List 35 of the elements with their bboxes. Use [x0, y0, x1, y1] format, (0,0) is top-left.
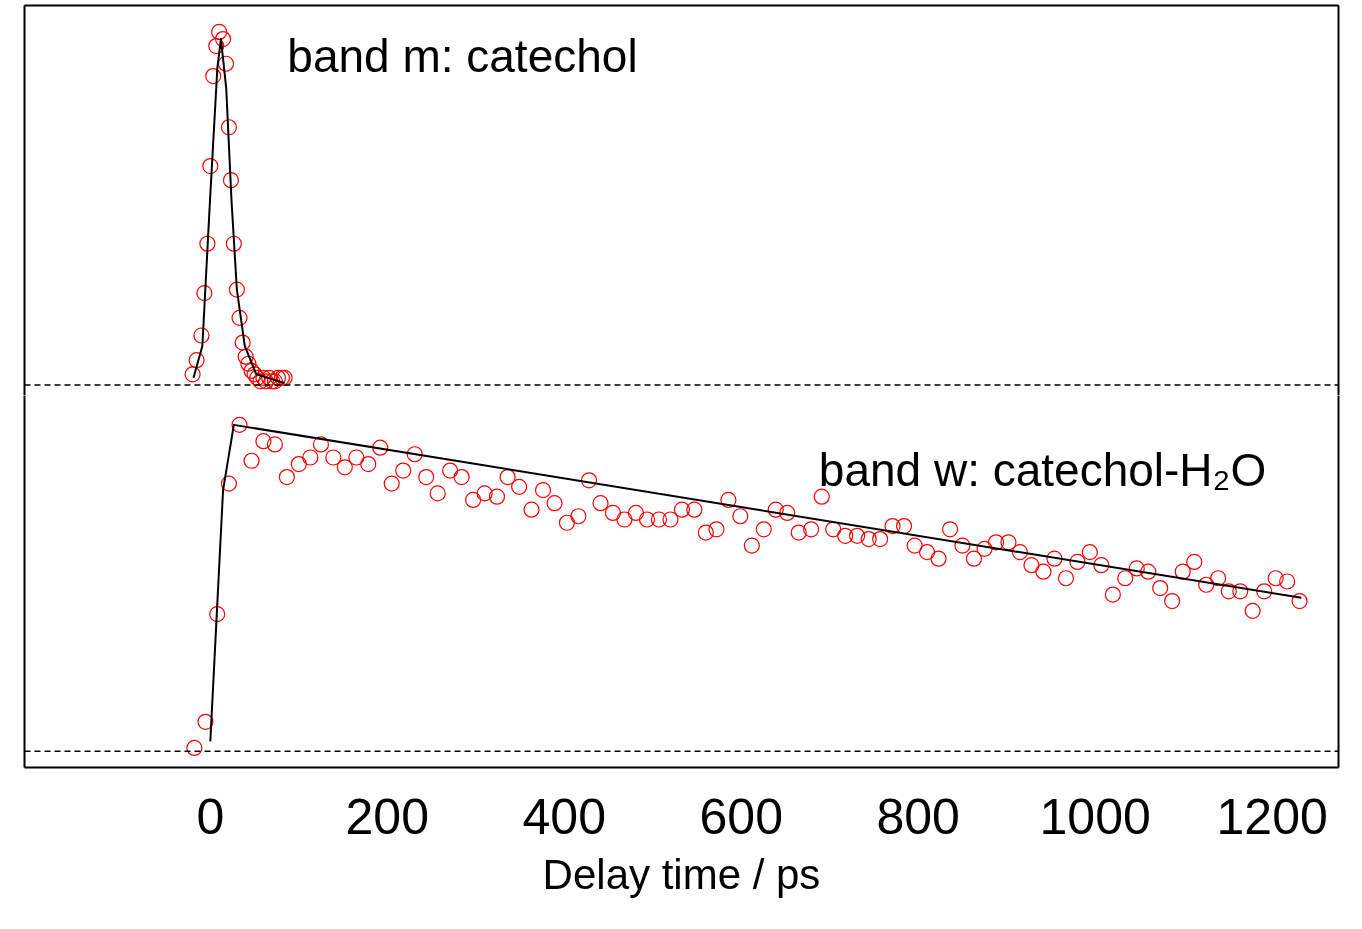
point — [257, 373, 275, 390]
point — [214, 30, 232, 48]
x-tick-label: 1200 — [1216, 788, 1328, 845]
point — [255, 369, 272, 386]
x-axis-title: Delay time / ps — [542, 850, 821, 898]
x-tick-label: 600 — [699, 788, 783, 845]
point — [225, 235, 242, 252]
x-tick-label: 200 — [345, 788, 430, 845]
point — [211, 23, 228, 41]
annotation: band m: catechol — [287, 30, 638, 83]
point — [237, 348, 254, 365]
point — [243, 362, 260, 379]
point — [193, 327, 210, 344]
point — [208, 38, 225, 55]
point — [231, 309, 248, 326]
annotation: band w: catechol-H₂O — [818, 443, 1267, 496]
x-tick-label: 800 — [876, 788, 960, 845]
point — [240, 355, 257, 372]
x-tick-label: 400 — [522, 788, 606, 845]
point — [234, 334, 251, 351]
point — [205, 68, 222, 85]
point — [261, 369, 278, 386]
point — [269, 369, 287, 386]
x-tick-label: 0 — [196, 788, 225, 845]
point — [202, 158, 219, 175]
x-tick-label: 1000 — [1039, 788, 1151, 845]
point — [220, 119, 237, 136]
point — [196, 285, 213, 302]
point — [252, 373, 269, 390]
point — [222, 172, 240, 189]
point — [199, 235, 216, 252]
point — [184, 366, 201, 383]
point — [188, 352, 205, 369]
point — [217, 55, 235, 72]
point — [228, 281, 245, 298]
